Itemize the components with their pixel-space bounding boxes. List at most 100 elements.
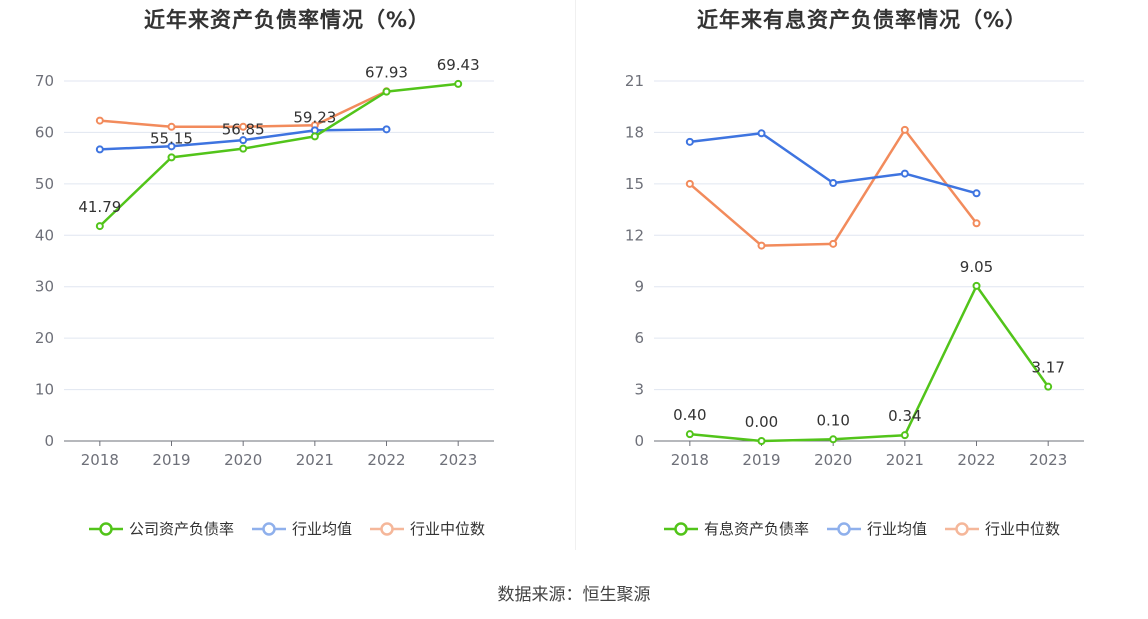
data-point <box>900 431 909 440</box>
x-tick-label: 2021 <box>296 451 334 469</box>
data-point <box>382 87 391 96</box>
data-label: 55.15 <box>150 129 193 147</box>
data-point <box>239 136 248 145</box>
data-point <box>685 179 694 188</box>
legend-label: 有息资产负债率 <box>703 520 809 538</box>
data-point <box>95 116 104 125</box>
data-point <box>167 122 176 131</box>
series-line-3 <box>688 128 978 247</box>
legend-line-icon <box>370 521 404 536</box>
x-tick-label: 2018 <box>81 451 119 469</box>
data-point <box>829 239 838 248</box>
y-tick-label: 12 <box>625 226 644 244</box>
data-point <box>95 222 104 231</box>
y-tick-label: 40 <box>35 226 54 244</box>
y-tick-label: 18 <box>625 123 644 141</box>
data-label: 59.23 <box>293 108 336 126</box>
x-tick-label: 2021 <box>886 451 924 469</box>
data-point <box>972 219 981 228</box>
data-label: 0.40 <box>673 406 706 424</box>
y-tick-label: 15 <box>625 175 644 193</box>
legend-label: 行业均值 <box>291 520 352 538</box>
x-tick-label: 2020 <box>814 451 852 469</box>
data-label: 0.34 <box>888 407 921 425</box>
chart-panel-debt-ratio: 近年来资产负债率情况（%） 0 10 20 30 40 50 60 70 2018 2019 202… <box>0 0 574 560</box>
chart-svg: 0 10 20 30 40 50 60 70 2018 2019 2020 2021 2022 2023 4… <box>35 56 494 469</box>
series-line-1 <box>98 82 459 228</box>
legend-item-industry-avg[interactable]: 行业均值 <box>251 518 352 539</box>
x-tick-label: 2019 <box>742 451 780 469</box>
x-tick-label: 2023 <box>439 451 477 469</box>
legend-item-industry-avg[interactable]: 行业均值 <box>826 518 927 539</box>
panel-divider <box>575 0 576 550</box>
data-label: 41.79 <box>78 198 121 216</box>
chart-panel-interest-debt-ratio: 近年来有息资产负债率情况（%） 0 3 6 9 12 15 18 21 2018 2019 2020… <box>576 0 1148 560</box>
y-tick-label: 21 <box>625 72 644 90</box>
y-tick-label: 20 <box>35 329 54 347</box>
data-point <box>972 189 981 198</box>
data-point <box>310 132 319 141</box>
legend-line-icon <box>945 521 979 536</box>
y-tick-label: 0 <box>44 432 54 450</box>
x-tick-label: 2022 <box>367 451 405 469</box>
x-tick-label: 2019 <box>152 451 190 469</box>
data-point <box>829 435 838 444</box>
x-tick-label: 2023 <box>1029 451 1067 469</box>
legend-item-industry-median[interactable]: 行业中位数 <box>370 518 485 539</box>
x-tick-label: 2020 <box>224 451 262 469</box>
data-point <box>1044 382 1053 391</box>
y-tick-label: 3 <box>634 381 644 399</box>
legend-line-icon <box>663 521 698 536</box>
data-source: 数据来源：恒生聚源 <box>497 585 651 605</box>
data-point <box>900 125 909 134</box>
chart-title: 近年来资产负债率情况（%） <box>143 8 431 32</box>
data-point <box>454 79 463 88</box>
y-tick-label: 30 <box>35 278 54 296</box>
data-label: 9.05 <box>960 258 993 276</box>
legend-label: 公司资产负债率 <box>128 520 234 538</box>
y-tick-label: 6 <box>634 329 644 347</box>
data-label: 67.93 <box>365 64 408 82</box>
data-point <box>757 129 766 138</box>
data-label: 69.43 <box>437 56 480 74</box>
series-line-1 <box>689 284 1050 443</box>
y-tick-label: 60 <box>35 123 54 141</box>
y-tick-label: 70 <box>35 72 54 90</box>
legend-line-icon <box>826 521 861 536</box>
data-label: 0.10 <box>816 411 849 429</box>
legend-label: 行业均值 <box>866 520 927 538</box>
data-point <box>829 179 838 187</box>
y-tick-label: 10 <box>35 381 54 399</box>
data-label: 3.17 <box>1031 359 1064 377</box>
legend-item-industry-median[interactable]: 行业中位数 <box>945 518 1060 539</box>
data-label: 0.00 <box>745 413 778 431</box>
y-tick-label: 9 <box>634 278 644 296</box>
y-tick-label: 0 <box>634 432 644 450</box>
data-point <box>95 145 104 154</box>
legend: 公司资产负债率 行业均值 行业中位数 <box>0 518 574 539</box>
chart-title: 近年来有息资产负债率情况（%） <box>696 8 1028 32</box>
legend-item-company[interactable]: 公司资产负债率 <box>88 518 234 539</box>
data-label: 56.85 <box>222 121 265 139</box>
data-point <box>239 144 248 153</box>
x-tick-label: 2022 <box>957 451 995 469</box>
legend-line-icon <box>251 521 286 536</box>
legend-item-company[interactable]: 有息资产负债率 <box>663 518 809 539</box>
data-point <box>685 430 694 439</box>
legend-label: 行业中位数 <box>985 520 1061 538</box>
data-point <box>900 169 909 178</box>
data-point <box>382 125 391 134</box>
legend-label: 行业中位数 <box>410 520 486 538</box>
chart-svg: 0 3 6 9 12 15 18 21 2018 2019 2020 2021 2022 2023 0.40… <box>625 72 1084 469</box>
y-tick-label: 50 <box>35 175 54 193</box>
data-point <box>167 153 176 162</box>
data-point <box>167 142 176 151</box>
data-point <box>972 281 981 290</box>
x-tick-label: 2018 <box>671 451 709 469</box>
legend-line-icon <box>88 521 123 536</box>
legend: 有息资产负债率 行业均值 行业中位数 <box>576 518 1148 539</box>
data-point <box>239 122 248 131</box>
data-point <box>757 437 766 445</box>
data-point <box>757 241 766 250</box>
data-point <box>685 137 694 146</box>
